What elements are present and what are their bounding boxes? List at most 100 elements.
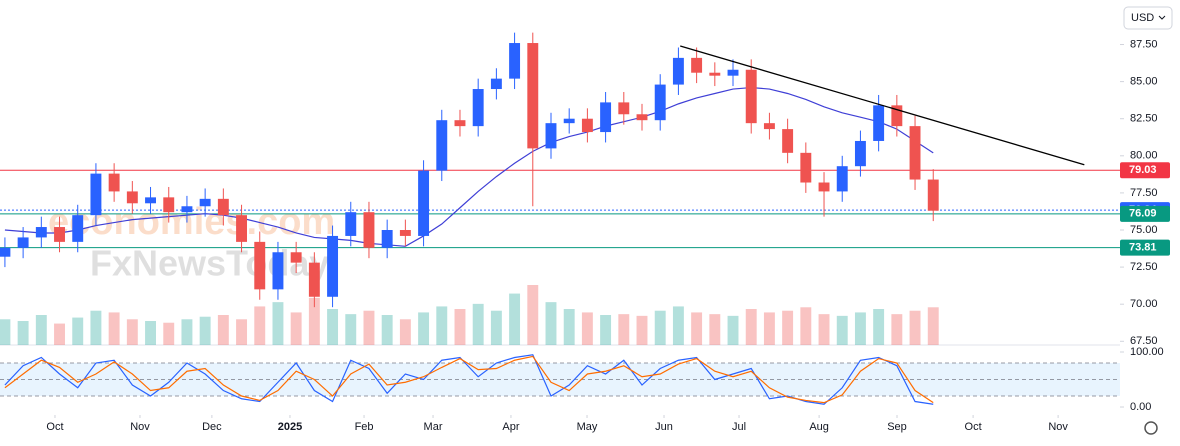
volume-bar	[472, 303, 484, 345]
level-label: 73.81	[1129, 242, 1157, 254]
volume-bar	[436, 306, 448, 345]
candle-body	[727, 69, 739, 76]
volume-bar	[854, 312, 866, 345]
candle-body	[17, 237, 29, 248]
candle-body	[72, 215, 84, 242]
x-tick-label: Dec	[202, 421, 222, 433]
candle-body	[709, 72, 721, 76]
y-tick-label: 100.00	[1130, 346, 1164, 358]
candle-body	[145, 197, 156, 204]
volume-bar	[72, 317, 84, 345]
volume-bar	[581, 312, 593, 345]
candle-body	[108, 173, 120, 192]
candle-body	[691, 57, 703, 73]
volume-bar	[145, 321, 156, 345]
level-label-box	[1120, 162, 1170, 179]
candle-body	[581, 118, 593, 133]
candle-body	[54, 227, 65, 242]
volume-bar	[381, 315, 393, 345]
candle-body	[763, 123, 775, 130]
volume-bar	[163, 322, 175, 345]
volume-bar	[909, 310, 921, 345]
candle-body	[254, 241, 266, 290]
volume-bar	[54, 323, 65, 345]
volume-bar	[126, 319, 138, 345]
candle-body	[363, 212, 375, 248]
candle-body	[563, 118, 575, 124]
level-label-box	[1120, 239, 1170, 256]
trendline	[680, 45, 1085, 166]
volume-bar	[818, 314, 830, 345]
chevron	[1158, 15, 1166, 20]
y-tick-label: 0.00	[1130, 401, 1151, 413]
candle-body	[854, 140, 866, 167]
y-tick-label: 80.00	[1130, 150, 1158, 162]
candle-body	[199, 198, 211, 207]
level-label-box	[1120, 205, 1170, 222]
x-tick-label: Apr	[502, 421, 519, 433]
y-tick-label: 87.50	[1130, 38, 1158, 50]
candle-body	[35, 227, 47, 238]
y-tick-label: 85.00	[1130, 76, 1158, 88]
volume-bar	[0, 319, 11, 345]
volume-bar	[90, 310, 102, 345]
currency-button[interactable]: USD	[1123, 6, 1173, 30]
candle-body	[126, 191, 138, 204]
volume-bar	[527, 285, 539, 345]
volume-bar	[17, 321, 29, 345]
volume-bar	[108, 312, 120, 345]
volume-bar	[545, 302, 557, 345]
volume-bar	[308, 297, 320, 345]
candle-body	[636, 114, 648, 121]
candle-body	[345, 212, 357, 236]
volume-bar	[363, 310, 375, 345]
level-label: 76.09	[1129, 208, 1157, 220]
watermark: FxNewsToday	[90, 243, 329, 284]
candle-body	[290, 252, 302, 263]
volume-bar	[290, 312, 302, 345]
x-tick-label: Jun	[655, 421, 673, 433]
candle-body	[381, 230, 393, 248]
candle-body	[618, 102, 630, 115]
y-tick-label: 72.50	[1130, 261, 1158, 273]
volume-bar	[490, 310, 502, 345]
candle-body	[454, 120, 466, 127]
candle-body	[327, 235, 339, 297]
candle-body	[509, 43, 521, 79]
volume-bar	[618, 314, 630, 345]
y-tick-label: 77.50	[1130, 187, 1158, 199]
volume-bar	[672, 306, 684, 345]
candle-body	[836, 166, 848, 192]
volume-bar	[563, 309, 575, 345]
x-tick-label: Sep	[887, 421, 907, 433]
settings-icon[interactable]	[1144, 421, 1158, 435]
candle-body	[399, 230, 411, 236]
x-tick-label: Oct	[46, 421, 63, 433]
candle-body	[654, 84, 666, 121]
y-tick-label: 82.50	[1130, 113, 1158, 125]
x-tick-label: Oct	[965, 421, 982, 433]
moving-average	[4, 86, 934, 247]
candle-body	[90, 173, 102, 216]
candle-body	[436, 120, 448, 171]
candle-body	[236, 215, 248, 242]
volume-bar	[327, 309, 339, 345]
volume-bar	[600, 315, 612, 345]
candle-body	[800, 152, 812, 183]
volume-bar	[891, 314, 903, 345]
volume-bar	[236, 319, 248, 345]
candle-body	[308, 262, 320, 297]
x-tick-label: Mar	[424, 421, 443, 433]
x-tick-label: Nov	[1048, 421, 1068, 433]
candle-body	[472, 89, 484, 127]
button-frame	[1123, 6, 1173, 30]
stoch-line	[4, 355, 934, 404]
candle-body	[272, 252, 284, 290]
candle-body	[782, 129, 794, 153]
candle-body	[527, 43, 539, 149]
candle-body	[818, 182, 830, 192]
volume-bar	[836, 315, 848, 345]
candle-body	[181, 206, 193, 213]
volume-bar	[654, 310, 666, 345]
